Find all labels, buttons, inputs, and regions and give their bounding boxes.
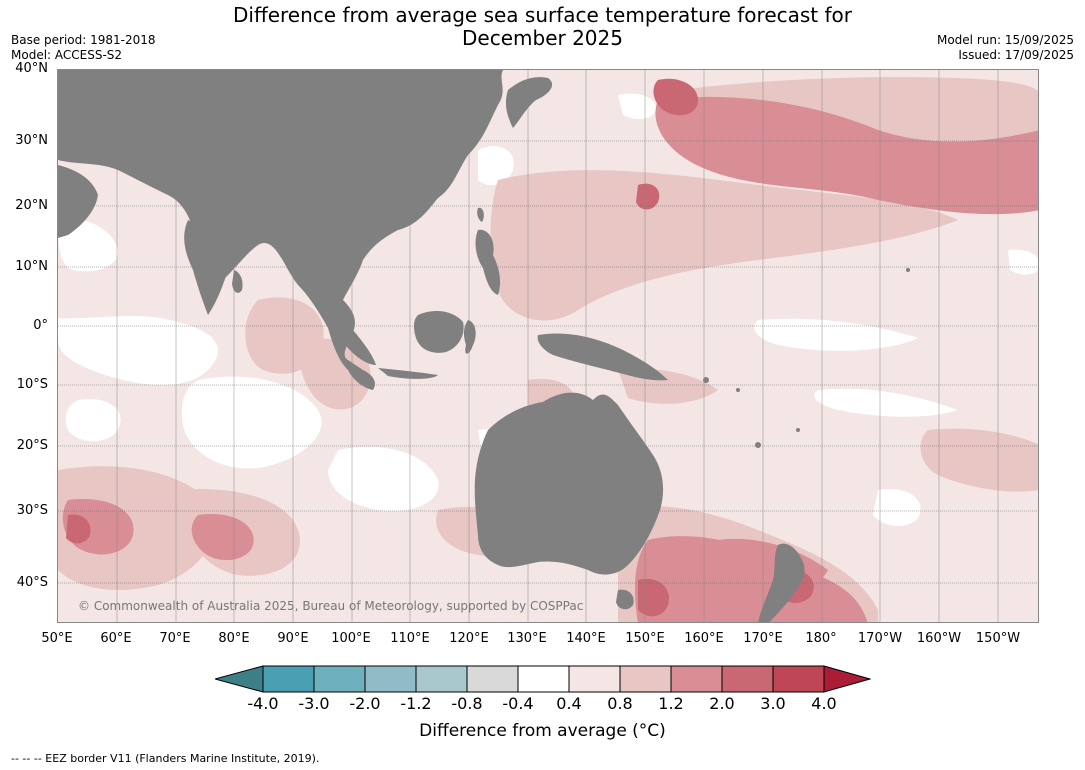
borneo bbox=[413, 310, 464, 353]
new-guinea bbox=[537, 333, 668, 381]
lon-label-180: 180° bbox=[805, 631, 837, 646]
asia-landmass bbox=[58, 70, 503, 390]
map-canvas: © Commonwealth of Australia 2025, Bureau… bbox=[58, 70, 1038, 622]
model-run: Model run: 15/09/2025 bbox=[936, 33, 1074, 47]
lon-label-170w: 170°W bbox=[857, 631, 903, 646]
meta-left: Base period: 1981-2018 Model: ACCESS-S2 bbox=[11, 33, 156, 63]
lat-grid bbox=[58, 140, 1038, 584]
lat-label-30s: 30°S bbox=[16, 503, 48, 518]
lon-label-160e: 160°E bbox=[684, 631, 724, 646]
title-line-2: December 2025 bbox=[462, 26, 623, 50]
lon-label-140e: 140°E bbox=[566, 631, 606, 646]
sulawesi bbox=[463, 320, 476, 354]
meta-right: Model run: 15/09/2025 Issued: 17/09/2025 bbox=[937, 33, 1074, 63]
lat-label-20s: 20°S bbox=[16, 438, 48, 453]
colorbar-seg-5 bbox=[466, 665, 519, 693]
australia bbox=[474, 392, 664, 575]
lat-label-10n: 10°N bbox=[15, 259, 48, 274]
colorbar-tick: 4.0 bbox=[811, 694, 837, 713]
copyright-text: © Commonwealth of Australia 2025, Bureau… bbox=[78, 599, 583, 613]
land-masses bbox=[58, 70, 910, 622]
philippines bbox=[475, 229, 501, 295]
lon-label-50e: 50°E bbox=[41, 631, 73, 646]
tasmania bbox=[616, 589, 634, 610]
java bbox=[378, 368, 438, 379]
lat-label-40n: 40°N bbox=[15, 61, 48, 76]
sst-anomaly-map: © Commonwealth of Australia 2025, Bureau… bbox=[57, 69, 1039, 623]
colorbar-tick: 0.4 bbox=[556, 694, 582, 713]
lon-label-90e: 90°E bbox=[277, 631, 309, 646]
colorbar-label: Difference from average (°C) bbox=[419, 721, 666, 741]
taiwan bbox=[477, 207, 484, 222]
lat-label-30n: 30°N bbox=[15, 133, 48, 148]
lon-label-70e: 70°E bbox=[159, 631, 191, 646]
colorbar-tick: 3.0 bbox=[760, 694, 786, 713]
lon-label-80e: 80°E bbox=[218, 631, 250, 646]
colorbar-tick: -2.0 bbox=[349, 694, 381, 713]
colorbar-tick: -3.0 bbox=[298, 694, 330, 713]
new-zealand bbox=[758, 543, 805, 622]
japan-islands bbox=[505, 77, 553, 128]
colorbar-tick: -0.4 bbox=[502, 694, 534, 713]
lat-label-10s: 10°S bbox=[16, 377, 48, 392]
colorbar-tick: -1.2 bbox=[400, 694, 432, 713]
colorbar-tick: -0.8 bbox=[451, 694, 483, 713]
eez-footer-note: -- -- -- EEZ border V11 (Flanders Marine… bbox=[11, 752, 320, 765]
map-title: Difference from average sea surface temp… bbox=[0, 4, 1085, 50]
colorbar-seg-7 bbox=[568, 665, 621, 693]
lon-label-150e: 150°E bbox=[625, 631, 665, 646]
lon-label-100e: 100°E bbox=[331, 631, 371, 646]
colorbar-tick: 2.0 bbox=[709, 694, 735, 713]
colorbar-seg-4 bbox=[415, 665, 468, 693]
colorbar-seg-1 bbox=[262, 665, 315, 693]
india-landmass bbox=[184, 220, 228, 315]
lon-label-170e: 170°E bbox=[743, 631, 783, 646]
colorbar-seg-6 bbox=[517, 665, 570, 693]
colorbar-seg-10 bbox=[721, 665, 774, 693]
colorbar-seg-12 bbox=[823, 665, 871, 693]
lon-label-120e: 120°E bbox=[449, 631, 489, 646]
sumatra bbox=[313, 295, 376, 365]
colorbar-seg-11 bbox=[772, 665, 825, 693]
colorbar-tick: 1.2 bbox=[658, 694, 684, 713]
colorbar-seg-2 bbox=[313, 665, 366, 693]
arabia-landmass bbox=[58, 165, 98, 238]
lon-label-130e: 130°E bbox=[507, 631, 547, 646]
model-name: Model: ACCESS-S2 bbox=[11, 48, 123, 62]
colorbar-tick: 0.8 bbox=[607, 694, 633, 713]
lat-label-40s: 40°S bbox=[16, 575, 48, 590]
lon-label-150w: 150°W bbox=[975, 631, 1021, 646]
colorbar-seg-0 bbox=[215, 665, 264, 693]
colorbar-seg-9 bbox=[670, 665, 723, 693]
lat-label-20n: 20°N bbox=[15, 198, 48, 213]
title-line-1: Difference from average sea surface temp… bbox=[232, 3, 852, 27]
sri-lanka bbox=[232, 270, 243, 293]
lon-label-160w: 160°W bbox=[916, 631, 962, 646]
lon-label-110e: 110°E bbox=[390, 631, 430, 646]
colorbar-tick: -4.0 bbox=[247, 694, 279, 713]
lon-label-60e: 60°E bbox=[100, 631, 132, 646]
anomaly-1-2-to-2-0 bbox=[62, 96, 1038, 622]
colorbar-seg-3 bbox=[364, 665, 417, 693]
colorbar bbox=[215, 665, 871, 693]
lat-label-equator: 0° bbox=[33, 318, 48, 333]
issued-date: Issued: 17/09/2025 bbox=[958, 48, 1074, 62]
base-period: Base period: 1981-2018 bbox=[11, 33, 156, 47]
colorbar-seg-8 bbox=[619, 665, 672, 693]
